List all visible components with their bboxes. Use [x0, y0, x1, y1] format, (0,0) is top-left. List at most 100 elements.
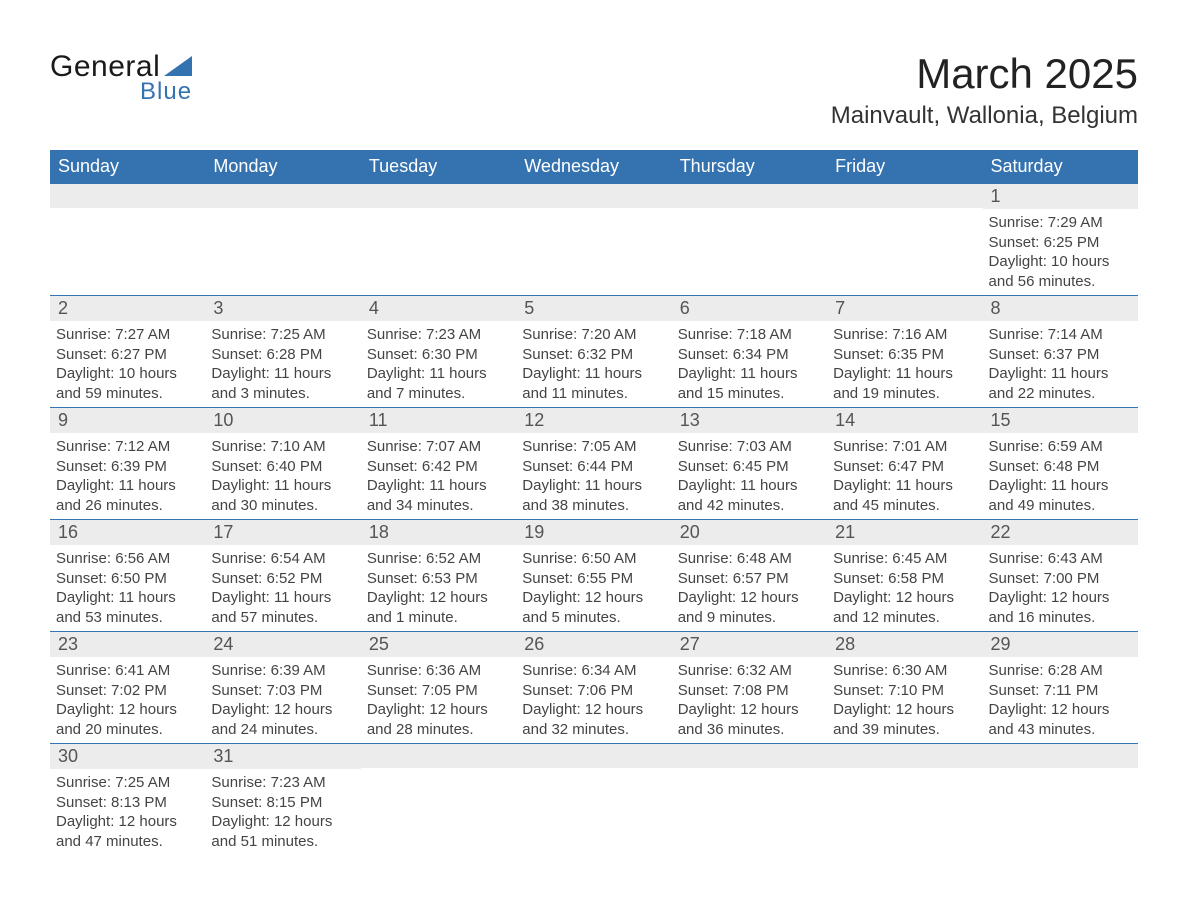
sunset-text: Sunset: 6:45 PM	[678, 457, 819, 477]
calendar-cell: 22Sunrise: 6:43 AMSunset: 7:00 PMDayligh…	[983, 520, 1138, 632]
empty-day	[983, 744, 1138, 768]
page-title: March 2025	[831, 50, 1138, 98]
day-number: 16	[50, 520, 205, 545]
calendar-cell	[50, 184, 205, 296]
day-number: 10	[205, 408, 360, 433]
day-details: Sunrise: 7:05 AMSunset: 6:44 PMDaylight:…	[516, 433, 671, 519]
empty-day	[827, 184, 982, 208]
sunset-text: Sunset: 6:53 PM	[367, 569, 508, 589]
sunrise-text: Sunrise: 6:56 AM	[56, 549, 197, 569]
day-details: Sunrise: 6:50 AMSunset: 6:55 PMDaylight:…	[516, 545, 671, 631]
daylight-text: Daylight: 12 hours and 5 minutes.	[522, 588, 663, 627]
sunset-text: Sunset: 6:39 PM	[56, 457, 197, 477]
calendar-cell: 24Sunrise: 6:39 AMSunset: 7:03 PMDayligh…	[205, 632, 360, 744]
calendar-cell: 1Sunrise: 7:29 AMSunset: 6:25 PMDaylight…	[983, 184, 1138, 296]
day-number: 30	[50, 744, 205, 769]
day-details: Sunrise: 6:39 AMSunset: 7:03 PMDaylight:…	[205, 657, 360, 743]
daylight-text: Daylight: 11 hours and 19 minutes.	[833, 364, 974, 403]
daylight-text: Daylight: 11 hours and 11 minutes.	[522, 364, 663, 403]
day-details: Sunrise: 6:45 AMSunset: 6:58 PMDaylight:…	[827, 545, 982, 631]
calendar-cell: 23Sunrise: 6:41 AMSunset: 7:02 PMDayligh…	[50, 632, 205, 744]
daylight-text: Daylight: 12 hours and 32 minutes.	[522, 700, 663, 739]
day-details: Sunrise: 6:41 AMSunset: 7:02 PMDaylight:…	[50, 657, 205, 743]
day-number: 26	[516, 632, 671, 657]
sunset-text: Sunset: 6:32 PM	[522, 345, 663, 365]
calendar-cell: 3Sunrise: 7:25 AMSunset: 6:28 PMDaylight…	[205, 296, 360, 408]
sunset-text: Sunset: 6:55 PM	[522, 569, 663, 589]
daylight-text: Daylight: 12 hours and 9 minutes.	[678, 588, 819, 627]
daylight-text: Daylight: 10 hours and 56 minutes.	[989, 252, 1130, 291]
calendar-cell	[516, 744, 671, 856]
daylight-text: Daylight: 11 hours and 3 minutes.	[211, 364, 352, 403]
calendar-cell	[516, 184, 671, 296]
day-header: Saturday	[983, 150, 1138, 184]
day-number: 13	[672, 408, 827, 433]
sunrise-text: Sunrise: 6:59 AM	[989, 437, 1130, 457]
day-details: Sunrise: 7:01 AMSunset: 6:47 PMDaylight:…	[827, 433, 982, 519]
sunset-text: Sunset: 6:58 PM	[833, 569, 974, 589]
daylight-text: Daylight: 12 hours and 24 minutes.	[211, 700, 352, 739]
sunset-text: Sunset: 6:35 PM	[833, 345, 974, 365]
header: General Blue March 2025 Mainvault, Wallo…	[50, 50, 1138, 130]
sunrise-text: Sunrise: 7:01 AM	[833, 437, 974, 457]
sunrise-text: Sunrise: 7:10 AM	[211, 437, 352, 457]
calendar-cell: 11Sunrise: 7:07 AMSunset: 6:42 PMDayligh…	[361, 408, 516, 520]
sunset-text: Sunset: 6:28 PM	[211, 345, 352, 365]
day-number: 11	[361, 408, 516, 433]
day-number: 12	[516, 408, 671, 433]
day-header: Sunday	[50, 150, 205, 184]
sunset-text: Sunset: 6:50 PM	[56, 569, 197, 589]
day-header-row: SundayMondayTuesdayWednesdayThursdayFrid…	[50, 150, 1138, 184]
sunset-text: Sunset: 6:27 PM	[56, 345, 197, 365]
daylight-text: Daylight: 11 hours and 7 minutes.	[367, 364, 508, 403]
calendar-cell: 6Sunrise: 7:18 AMSunset: 6:34 PMDaylight…	[672, 296, 827, 408]
day-details: Sunrise: 6:30 AMSunset: 7:10 PMDaylight:…	[827, 657, 982, 743]
empty-day	[827, 744, 982, 768]
calendar-cell	[361, 184, 516, 296]
day-details: Sunrise: 6:36 AMSunset: 7:05 PMDaylight:…	[361, 657, 516, 743]
empty-day	[361, 184, 516, 208]
calendar-cell: 14Sunrise: 7:01 AMSunset: 6:47 PMDayligh…	[827, 408, 982, 520]
sunrise-text: Sunrise: 7:23 AM	[367, 325, 508, 345]
day-header: Friday	[827, 150, 982, 184]
sunrise-text: Sunrise: 6:52 AM	[367, 549, 508, 569]
empty-day	[516, 184, 671, 208]
sunset-text: Sunset: 7:10 PM	[833, 681, 974, 701]
sunset-text: Sunset: 8:13 PM	[56, 793, 197, 813]
day-number: 31	[205, 744, 360, 769]
sunset-text: Sunset: 6:52 PM	[211, 569, 352, 589]
sunrise-text: Sunrise: 6:43 AM	[989, 549, 1130, 569]
day-header: Thursday	[672, 150, 827, 184]
sunset-text: Sunset: 6:42 PM	[367, 457, 508, 477]
calendar-cell: 2Sunrise: 7:27 AMSunset: 6:27 PMDaylight…	[50, 296, 205, 408]
daylight-text: Daylight: 11 hours and 53 minutes.	[56, 588, 197, 627]
daylight-text: Daylight: 11 hours and 26 minutes.	[56, 476, 197, 515]
day-details: Sunrise: 6:52 AMSunset: 6:53 PMDaylight:…	[361, 545, 516, 631]
calendar-cell: 20Sunrise: 6:48 AMSunset: 6:57 PMDayligh…	[672, 520, 827, 632]
calendar-cell	[983, 744, 1138, 856]
daylight-text: Daylight: 12 hours and 12 minutes.	[833, 588, 974, 627]
day-number: 7	[827, 296, 982, 321]
daylight-text: Daylight: 11 hours and 15 minutes.	[678, 364, 819, 403]
day-number: 18	[361, 520, 516, 545]
sunset-text: Sunset: 6:57 PM	[678, 569, 819, 589]
sunset-text: Sunset: 6:40 PM	[211, 457, 352, 477]
day-details: Sunrise: 7:25 AMSunset: 6:28 PMDaylight:…	[205, 321, 360, 407]
sunrise-text: Sunrise: 6:54 AM	[211, 549, 352, 569]
daylight-text: Daylight: 12 hours and 51 minutes.	[211, 812, 352, 851]
day-number: 3	[205, 296, 360, 321]
sunrise-text: Sunrise: 7:23 AM	[211, 773, 352, 793]
sunset-text: Sunset: 7:05 PM	[367, 681, 508, 701]
sunrise-text: Sunrise: 6:39 AM	[211, 661, 352, 681]
day-details: Sunrise: 7:03 AMSunset: 6:45 PMDaylight:…	[672, 433, 827, 519]
day-number: 15	[983, 408, 1138, 433]
day-number: 29	[983, 632, 1138, 657]
calendar-table: SundayMondayTuesdayWednesdayThursdayFrid…	[50, 150, 1138, 855]
day-details: Sunrise: 7:10 AMSunset: 6:40 PMDaylight:…	[205, 433, 360, 519]
location-label: Mainvault, Wallonia, Belgium	[831, 102, 1138, 130]
daylight-text: Daylight: 10 hours and 59 minutes.	[56, 364, 197, 403]
day-header: Wednesday	[516, 150, 671, 184]
day-number: 21	[827, 520, 982, 545]
calendar-cell: 30Sunrise: 7:25 AMSunset: 8:13 PMDayligh…	[50, 744, 205, 856]
daylight-text: Daylight: 12 hours and 28 minutes.	[367, 700, 508, 739]
